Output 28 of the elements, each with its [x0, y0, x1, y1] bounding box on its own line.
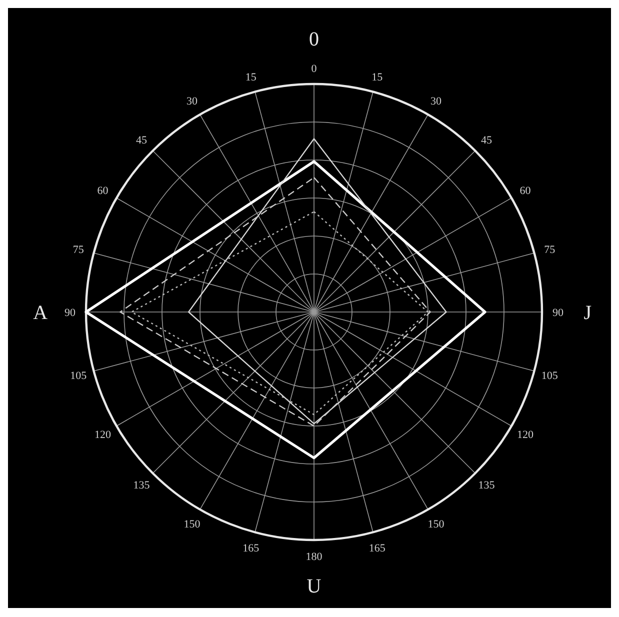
text: 30 — [430, 96, 442, 108]
text: 30 — [186, 96, 198, 108]
text: 60 — [520, 185, 532, 198]
text: 120 — [517, 428, 534, 441]
text: 0 — [309, 28, 319, 50]
text: 120 — [94, 428, 112, 441]
text: 90 — [64, 307, 76, 319]
text: 15 — [372, 71, 384, 84]
text: 165 — [368, 542, 386, 555]
spoke-label: 0 — [311, 63, 318, 76]
text: 45 — [136, 134, 148, 146]
text: 165 — [242, 542, 260, 555]
text: 135 — [478, 480, 496, 492]
text: 90 — [552, 307, 564, 319]
spoke-label: U — [306, 576, 322, 598]
text: 60 — [97, 185, 109, 198]
text: 75 — [544, 244, 556, 256]
spoke-label: A — [33, 302, 48, 324]
text: 45 — [481, 134, 493, 146]
text: 15 — [245, 71, 257, 84]
text: 180 — [306, 550, 323, 563]
spoke-label: J — [584, 302, 592, 324]
text: 105 — [541, 370, 558, 382]
text: 150 — [184, 518, 201, 530]
text: 75 — [72, 244, 84, 256]
text: 150 — [428, 518, 445, 530]
text: 135 — [133, 480, 150, 492]
text: 105 — [70, 370, 88, 382]
